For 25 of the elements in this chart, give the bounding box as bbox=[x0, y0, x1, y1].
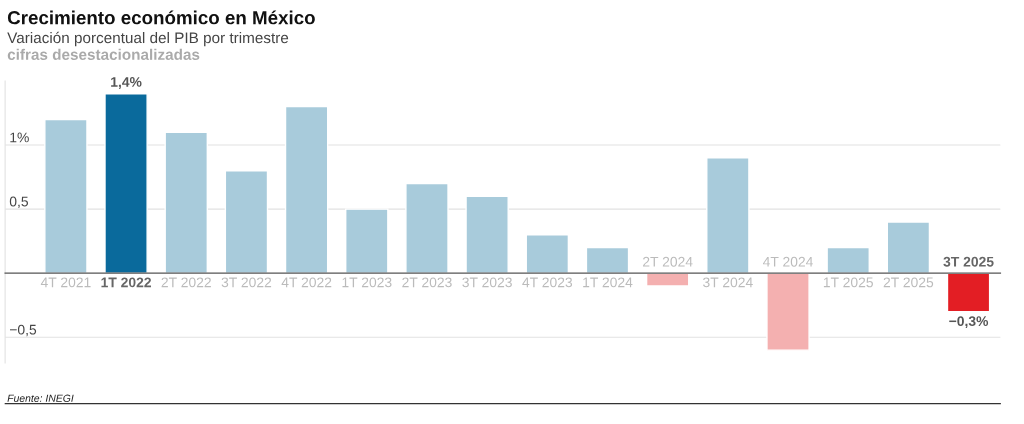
x-tick-label: 2T 2023 bbox=[402, 277, 452, 288]
x-tick-label: 4T 2021 bbox=[40, 277, 91, 288]
y-tick-label: 1% bbox=[10, 132, 29, 143]
chart-title: Crecimiento económico en México bbox=[7, 10, 315, 25]
data-label: −0,3% bbox=[949, 316, 989, 329]
source-note: Fuente: INEGI bbox=[7, 394, 74, 402]
data-label: 1,4% bbox=[111, 77, 142, 89]
x-tick-label: 2T 2025 bbox=[883, 277, 934, 288]
x-tick-label: 3T 2024 bbox=[703, 277, 753, 288]
x-tick-label: 1T 2022 bbox=[101, 277, 151, 288]
x-tick-label: 3T 2022 bbox=[221, 277, 272, 288]
text: cifras desestacionalizadas bbox=[7, 48, 200, 60]
y-tick-label: −0,5 bbox=[9, 324, 37, 337]
x-tick-label: 4T 2023 bbox=[522, 277, 573, 288]
x-tick-label: 1T 2024 bbox=[583, 277, 633, 288]
x-tick-label: 2T 2022 bbox=[161, 277, 211, 288]
x-tick-label: 4T 2024 bbox=[762, 256, 813, 267]
x-tick-label: 1T 2023 bbox=[342, 277, 392, 288]
x-tick-label: 3T 2023 bbox=[462, 277, 512, 288]
x-tick-label: 4T 2022 bbox=[281, 277, 332, 288]
x-tick-label: 3T 2025 bbox=[943, 256, 994, 267]
x-tick-label: 1T 2025 bbox=[823, 277, 873, 288]
x-tick-label: 2T 2024 bbox=[643, 256, 693, 267]
y-tick-label: 0,5 bbox=[9, 196, 29, 209]
chart-subtitle: Variación porcentual del PIB por trimestre bbox=[7, 31, 289, 47]
